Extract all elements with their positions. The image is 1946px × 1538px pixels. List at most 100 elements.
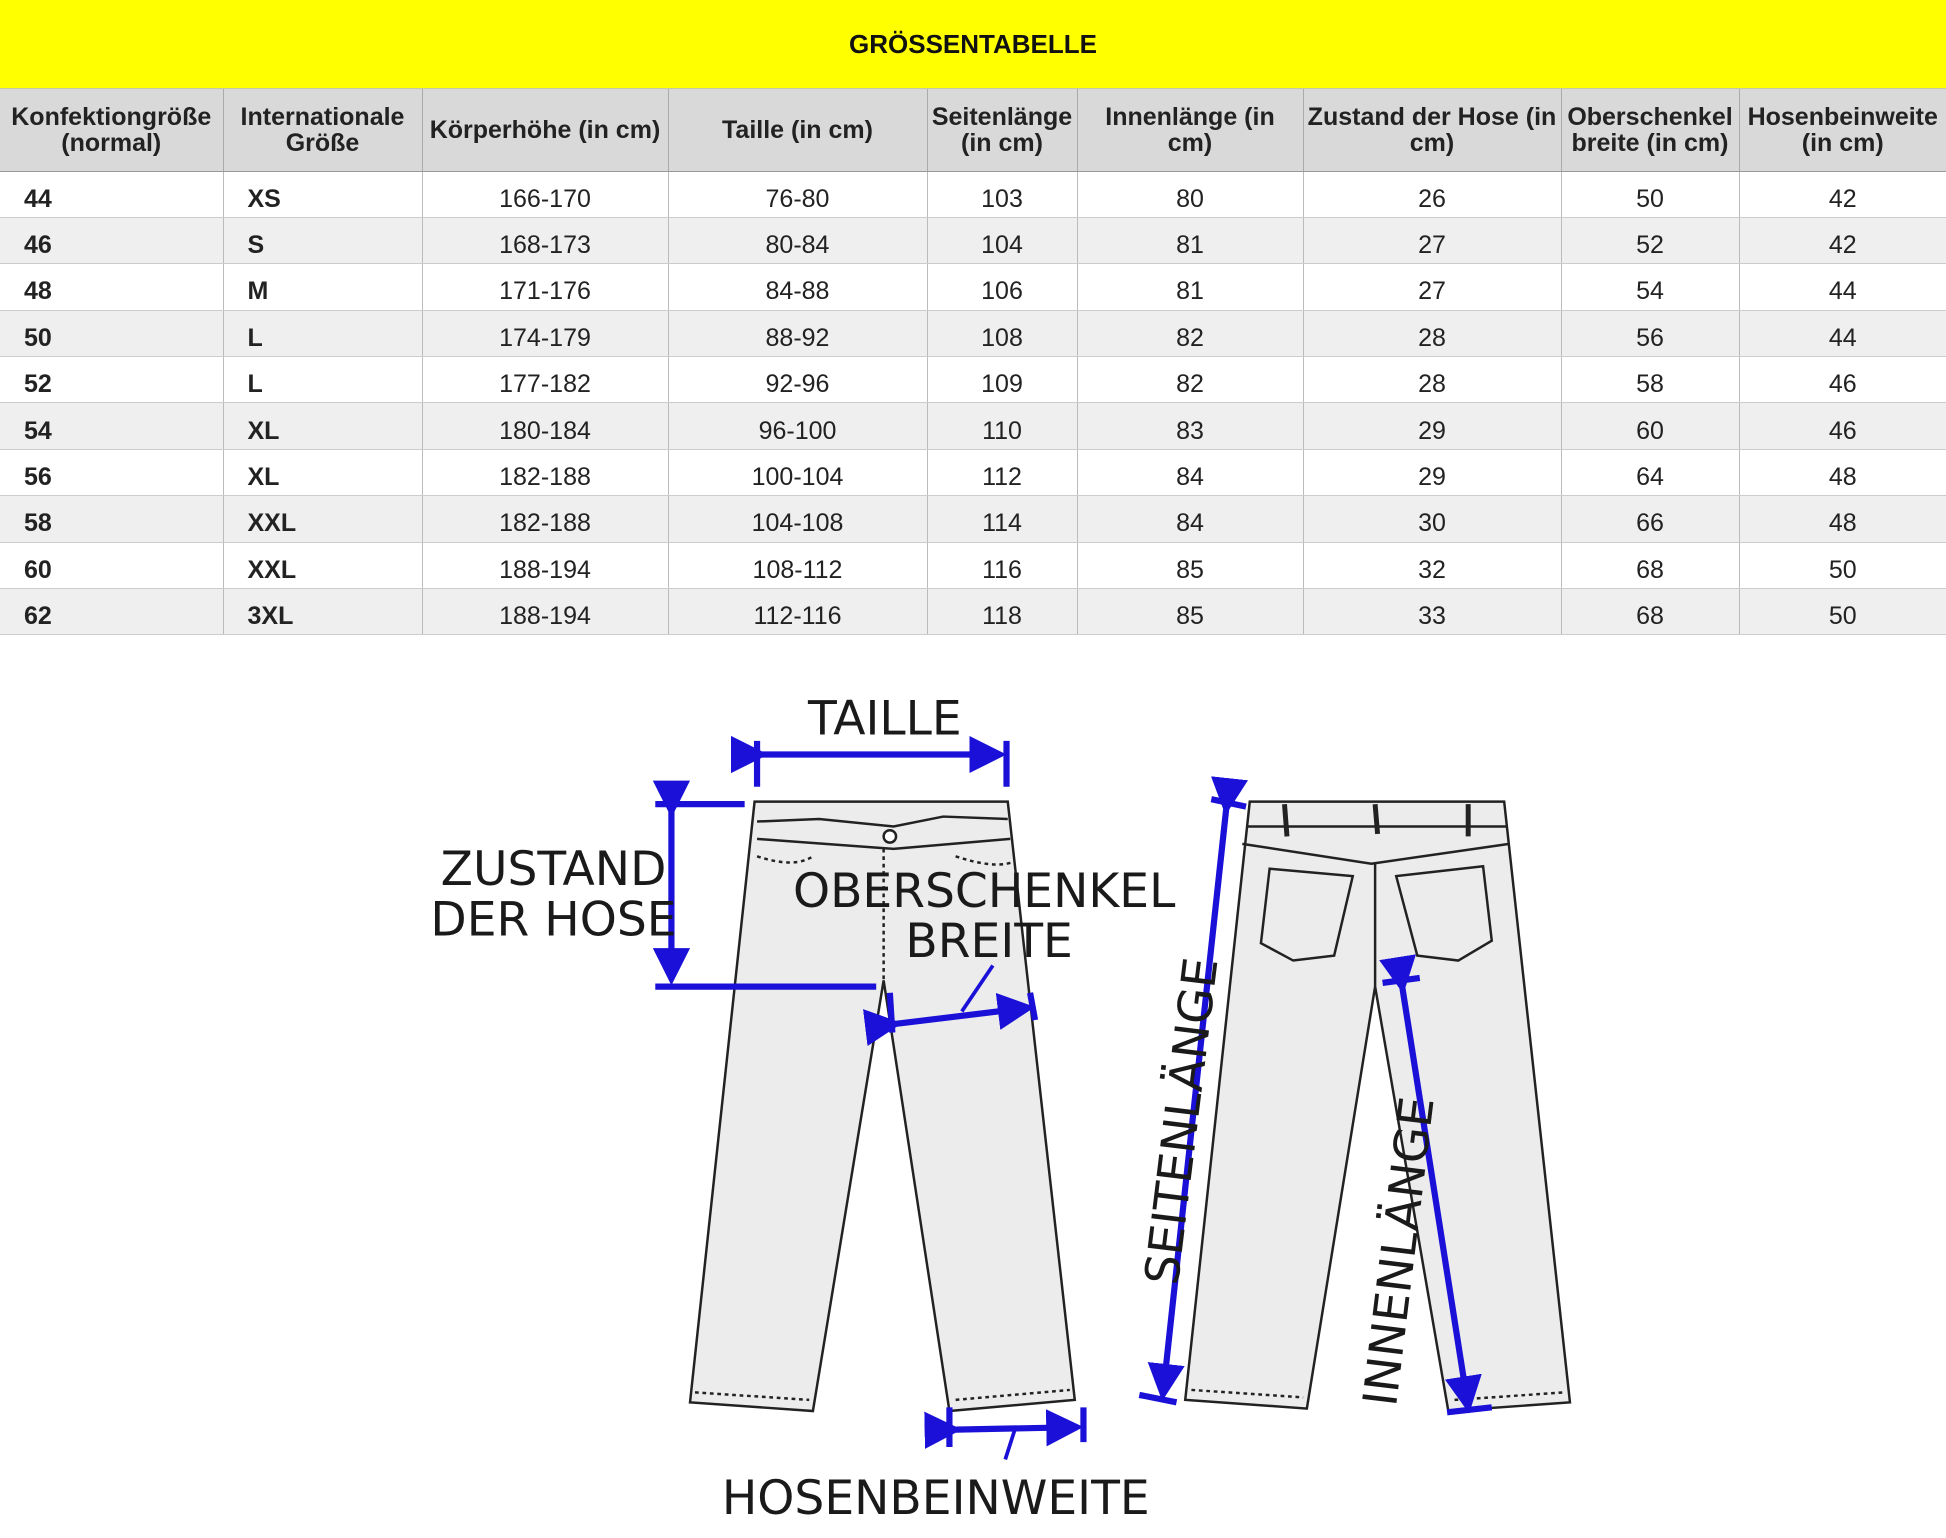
table-cell: 28 (1302, 356, 1561, 404)
table-cell: 42 (1738, 171, 1946, 218)
table-cell: 110 (926, 402, 1077, 450)
table-cell: 76-80 (667, 171, 927, 218)
table-cell: 60 (0, 542, 223, 590)
column-header: Konfektiongröße (normal) (0, 89, 223, 172)
table-cell: XL (222, 449, 422, 497)
table-cell: XXL (222, 542, 422, 590)
table-cell: 80 (1076, 171, 1303, 218)
table-cell: 52 (1560, 217, 1739, 265)
table-cell: 116 (926, 542, 1077, 590)
column-header: Taille (in cm) (667, 89, 927, 172)
table-cell: 68 (1560, 542, 1739, 590)
table-cell: 118 (926, 588, 1077, 636)
label-oberschenkel-line2: BREITE (905, 914, 1072, 969)
table-cell: 114 (926, 495, 1077, 543)
table-cell: 104 (926, 217, 1077, 265)
table-cell: XXL (222, 495, 422, 543)
table-cell: 103 (926, 171, 1077, 218)
table-cell: 81 (1076, 263, 1303, 311)
table-cell: 188-194 (421, 588, 668, 636)
table-cell: XS (222, 171, 422, 218)
column-header: Oberschenkel breite (in cm) (1560, 89, 1739, 172)
table-row: 62 3XL 188-194 112-116 118 85 33 68 50 (0, 588, 1946, 636)
table-cell: 96-100 (667, 402, 927, 450)
table-cell: 3XL (222, 588, 422, 636)
table-cell: 68 (1560, 588, 1739, 636)
table-cell: 174-179 (421, 310, 668, 358)
table-cell: 180-184 (421, 402, 668, 450)
table-cell: 44 (1738, 263, 1946, 311)
table-cell: 84 (1076, 495, 1303, 543)
table-cell: S (222, 217, 422, 265)
table-row: 48 M 171-176 84-88 106 81 27 54 44 (0, 263, 1946, 311)
table-row: 56 XL 182-188 100-104 112 84 29 64 48 (0, 449, 1946, 497)
table-row: 44 XS 166-170 76-80 103 80 26 50 42 (0, 171, 1946, 218)
table-cell: 46 (0, 217, 223, 265)
table-cell: 28 (1302, 310, 1561, 358)
table-cell: 60 (1560, 402, 1739, 450)
table-cell: 50 (1738, 588, 1946, 636)
table-cell: 85 (1076, 542, 1303, 590)
table-cell: 64 (1560, 449, 1739, 497)
column-header: Hosenbeinweite (in cm) (1738, 89, 1946, 172)
table-cell: 30 (1302, 495, 1561, 543)
table-cell: 80-84 (667, 217, 927, 265)
measurement-arrows (652, 735, 1493, 1461)
table-cell: M (222, 263, 422, 311)
label-zustand-line1: ZUSTAND (441, 842, 667, 897)
column-header: Innenlänge (in cm) (1076, 89, 1303, 172)
table-cell: 48 (0, 263, 223, 311)
table-cell: 26 (1302, 171, 1561, 218)
measurement-diagram: TAILLE ZUSTAND DER HOSE OBERSCHENKEL BRE… (430, 692, 1572, 1526)
table-cell: 106 (926, 263, 1077, 311)
label-zustand-line2: DER HOSE (430, 893, 676, 948)
table-cell: 171-176 (421, 263, 668, 311)
column-header: Zustand der Hose (in cm) (1302, 89, 1561, 172)
label-hosenbeinweite: HOSENBEINWEITE (722, 1471, 1150, 1526)
table-row: 54 XL 180-184 96-100 110 83 29 60 46 (0, 402, 1946, 450)
size-table: Konfektiongröße (normal) Internationale G… (0, 89, 1946, 636)
table-cell: 52 (0, 356, 223, 404)
table-cell: 177-182 (421, 356, 668, 404)
table-cell: 188-194 (421, 542, 668, 590)
table-row: 50 L 174-179 88-92 108 82 28 56 44 (0, 310, 1946, 358)
table-cell: 100-104 (667, 449, 927, 497)
table-cell: 27 (1302, 217, 1561, 265)
table-cell: 112-116 (667, 588, 927, 636)
table-cell: 108 (926, 310, 1077, 358)
table-row: 52 L 177-182 92-96 109 82 28 58 46 (0, 356, 1946, 404)
table-cell: 66 (1560, 495, 1739, 543)
table-cell: 32 (1302, 542, 1561, 590)
table-cell: 182-188 (421, 495, 668, 543)
table-cell: 82 (1076, 356, 1303, 404)
table-cell: 50 (1560, 171, 1739, 218)
table-cell: 166-170 (421, 171, 668, 218)
table-cell: 48 (1738, 449, 1946, 497)
table-cell: 56 (1560, 310, 1739, 358)
table-cell: L (222, 356, 422, 404)
table-cell: 27 (1302, 263, 1561, 311)
table-cell: 46 (1738, 402, 1946, 450)
table-cell: 58 (1560, 356, 1739, 404)
table-header-row: Konfektiongröße (normal) Internationale G… (0, 89, 1946, 172)
table-cell: 54 (1560, 263, 1739, 311)
table-row: 46 S 168-173 80-84 104 81 27 52 42 (0, 217, 1946, 265)
table-cell: 84 (1076, 449, 1303, 497)
table-cell: 58 (0, 495, 223, 543)
table-cell: 50 (1738, 542, 1946, 590)
table-cell: 182-188 (421, 449, 668, 497)
table-cell: 112 (926, 449, 1077, 497)
column-header: Körperhöhe (in cm) (421, 89, 668, 172)
table-cell: 168-173 (421, 217, 668, 265)
table-cell: 44 (0, 171, 223, 218)
table-cell: 81 (1076, 217, 1303, 265)
table-cell: 104-108 (667, 495, 927, 543)
table-cell: 84-88 (667, 263, 927, 311)
table-cell: XL (222, 402, 422, 450)
table-cell: 88-92 (667, 310, 927, 358)
table-cell: 50 (0, 310, 223, 358)
table-cell: 108-112 (667, 542, 927, 590)
table-cell: 48 (1738, 495, 1946, 543)
table-cell: 46 (1738, 356, 1946, 404)
table-cell: 62 (0, 588, 223, 636)
